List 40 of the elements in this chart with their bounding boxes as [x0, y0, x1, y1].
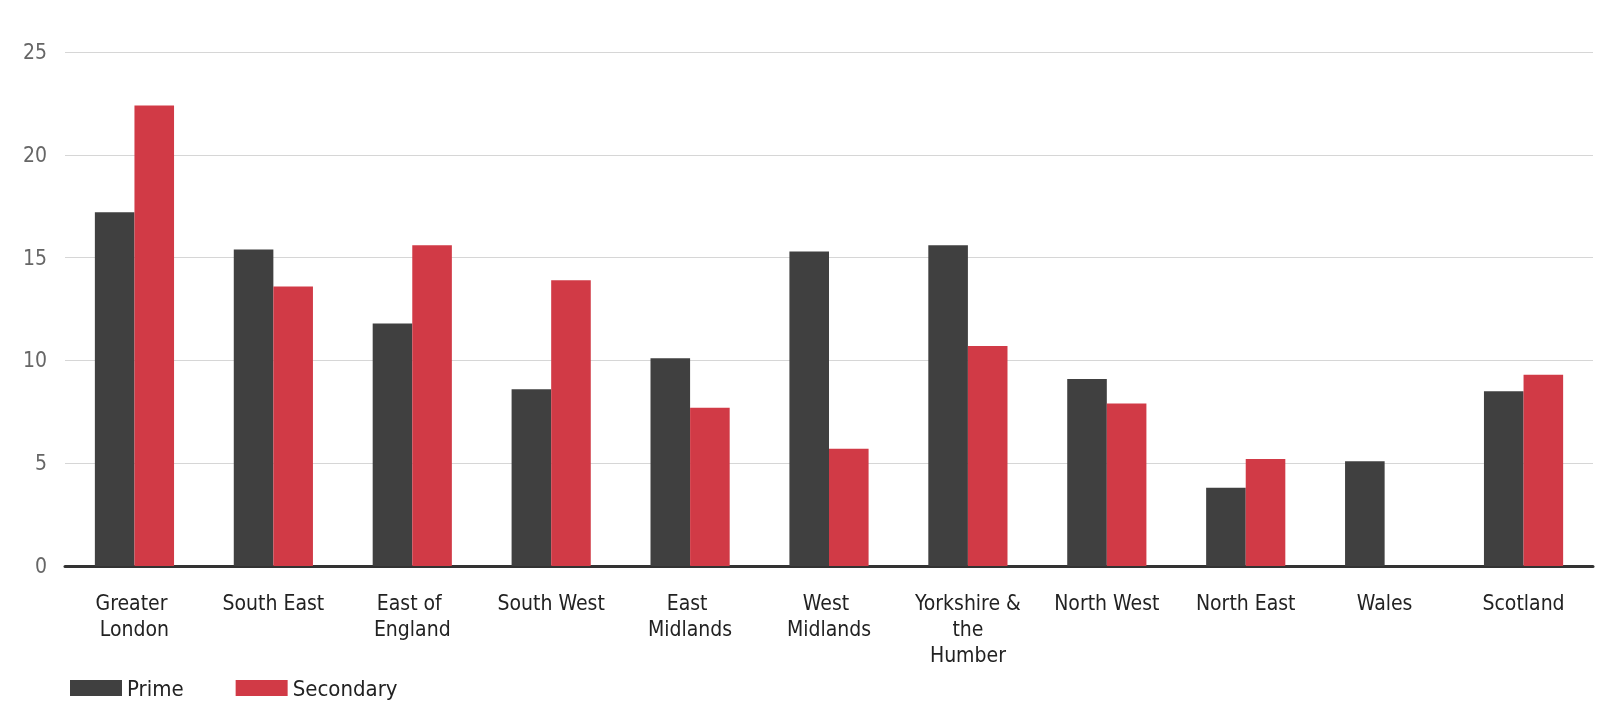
y-tick-label: 0 — [34, 554, 47, 578]
y-tick-label: 25 — [22, 40, 47, 64]
bar — [134, 105, 175, 566]
bar — [1523, 374, 1564, 566]
x-tick-label: Scotland — [1482, 591, 1565, 615]
bar — [1245, 459, 1286, 566]
bar — [1345, 461, 1385, 566]
x-tick-label: South East — [222, 591, 325, 615]
bar — [551, 280, 591, 566]
bar — [372, 323, 413, 566]
x-tick-label: East of England — [373, 591, 451, 641]
bar — [789, 251, 829, 566]
bar — [273, 286, 313, 566]
bar — [233, 249, 274, 566]
x-tick-label: West Midlands — [786, 591, 872, 641]
x-tick-label: Greater London — [95, 591, 174, 641]
x-tick-label: Wales — [1356, 591, 1413, 615]
x-tick-label: North West — [1054, 591, 1160, 615]
bar — [650, 358, 691, 566]
bar — [690, 407, 730, 566]
bar — [94, 212, 135, 566]
x-tick-label: East Midlands — [647, 591, 733, 641]
bar — [967, 346, 1008, 566]
bar — [829, 448, 869, 566]
y-tick-label: 15 — [22, 245, 47, 270]
legend-label: Prime — [127, 675, 184, 701]
legend-label: Secondary — [292, 675, 398, 701]
y-tick-label: 20 — [22, 142, 47, 167]
bar — [511, 389, 552, 566]
bar — [1067, 378, 1107, 566]
y-tick-label: 10 — [22, 348, 47, 373]
x-tick-label: Yorkshire & the Humber — [914, 591, 1022, 667]
bar — [928, 245, 968, 566]
y-tick-label: 5 — [34, 451, 47, 476]
x-tick-label: South West — [497, 591, 605, 615]
bar — [412, 245, 452, 566]
bar — [1206, 487, 1246, 566]
x-tick-label: North East — [1195, 591, 1296, 615]
bar — [1106, 403, 1147, 566]
bar — [1483, 391, 1524, 566]
